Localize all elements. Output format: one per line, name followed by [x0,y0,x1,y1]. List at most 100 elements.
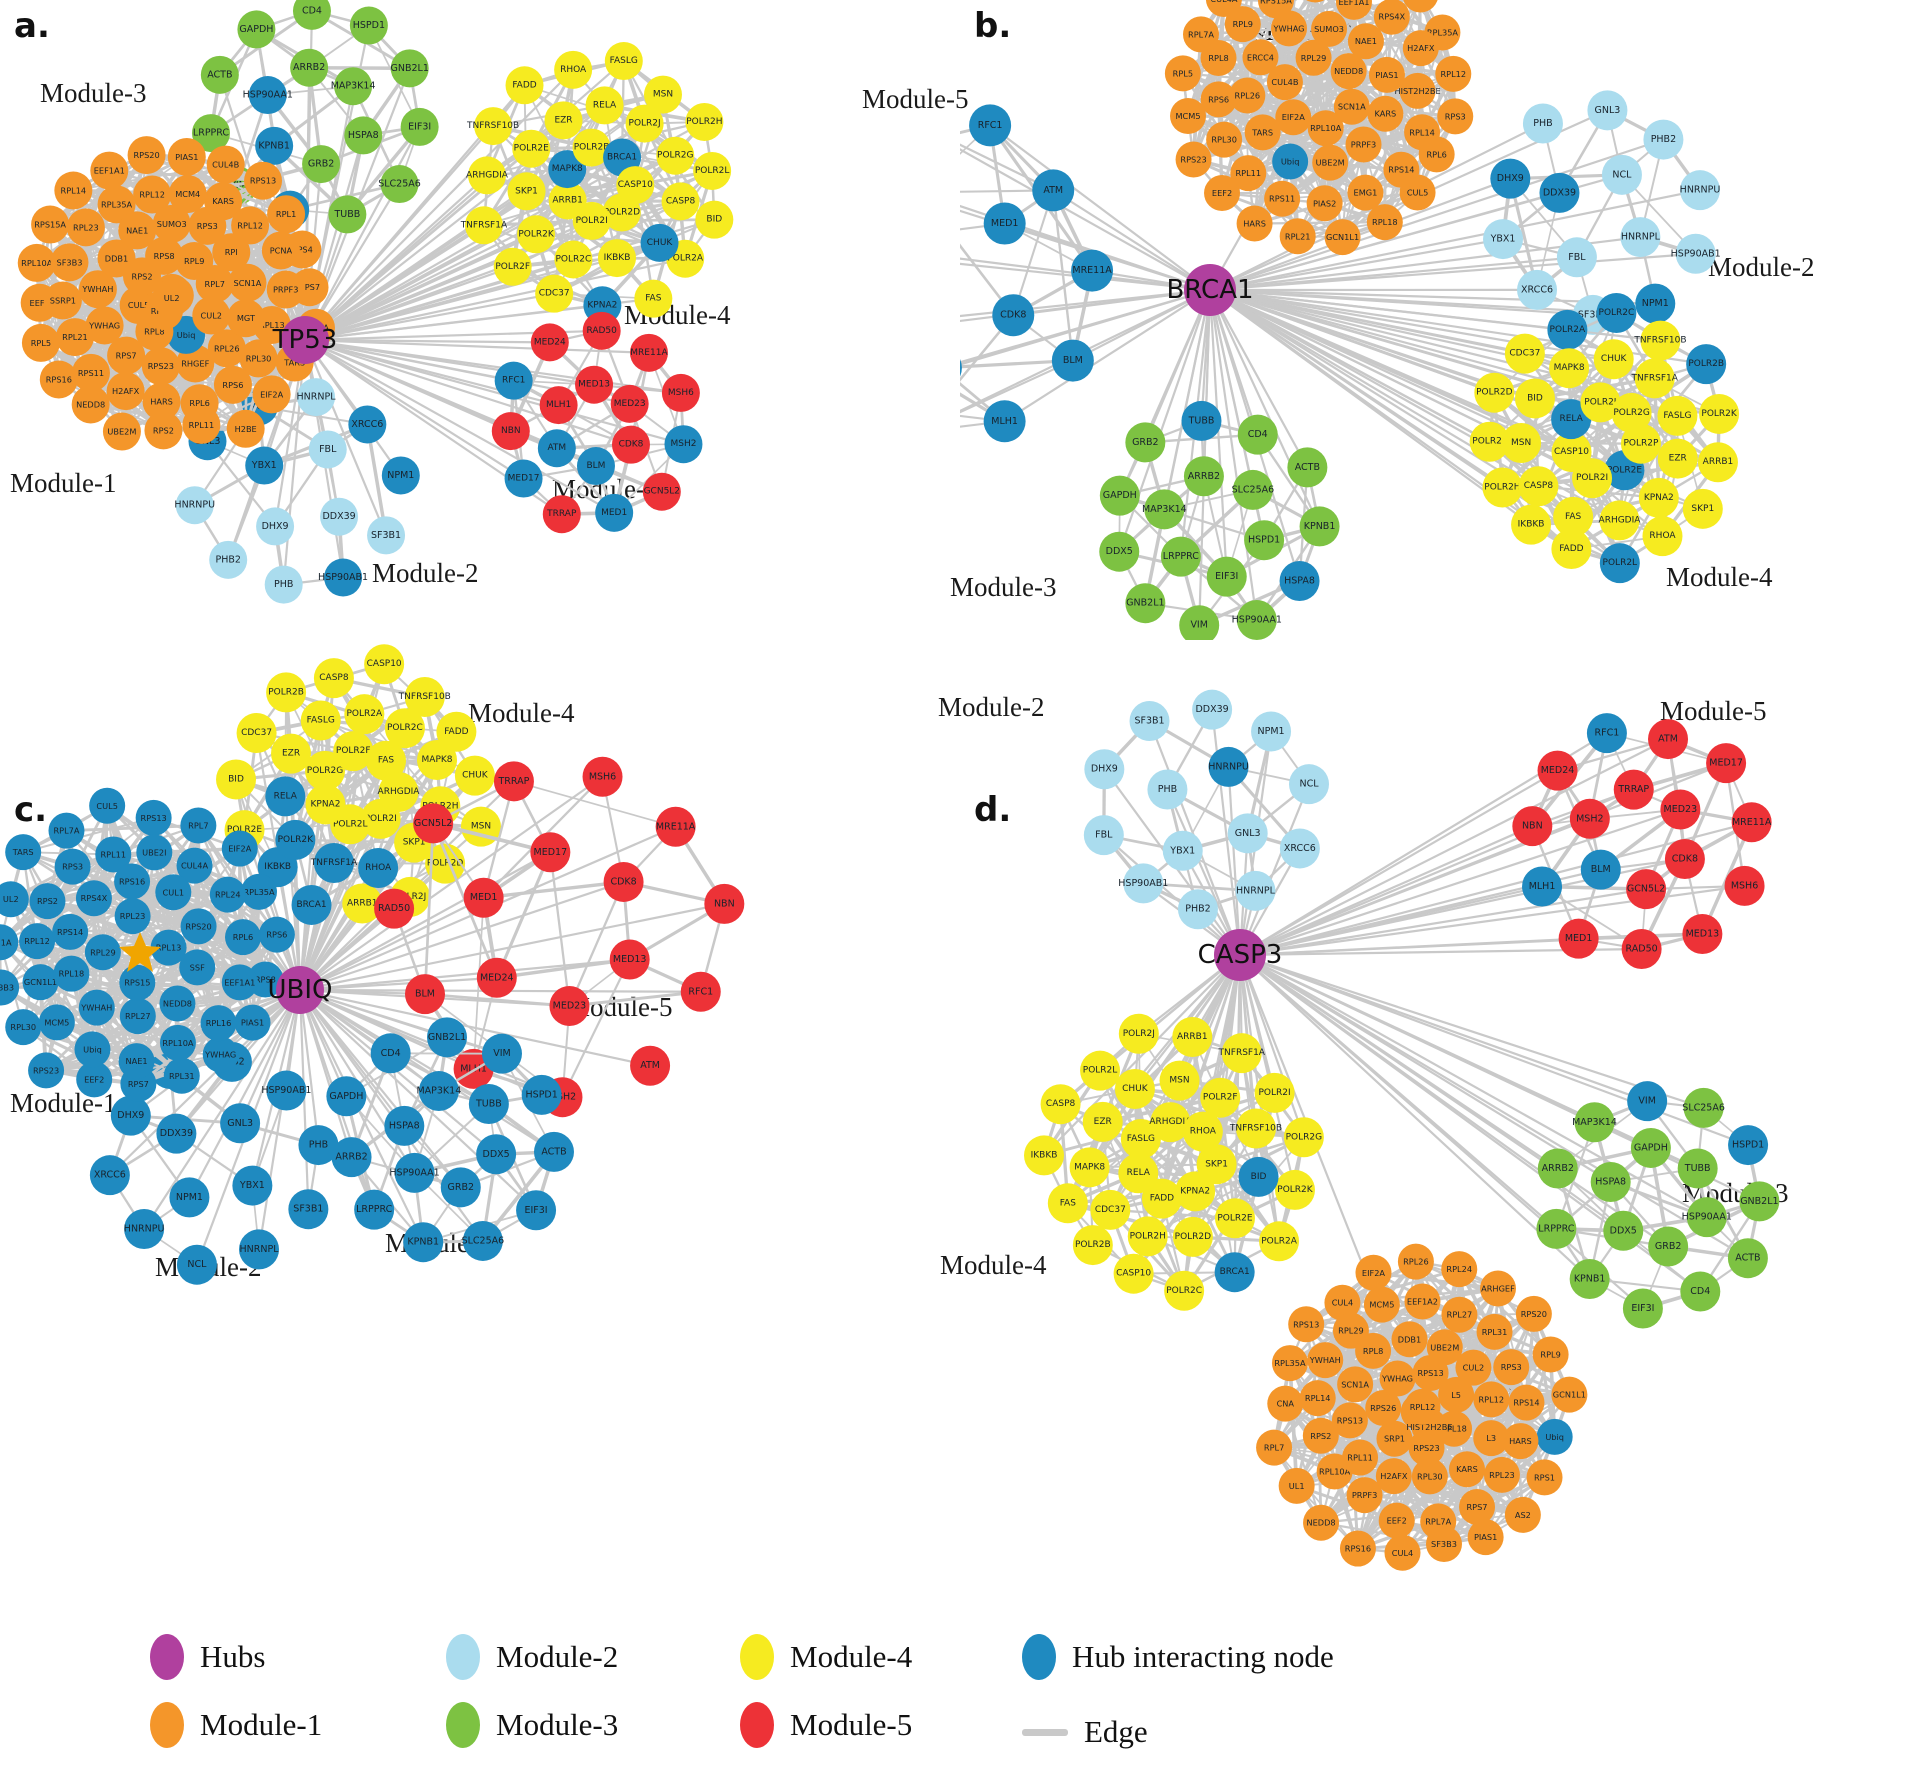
node-circle[interactable] [275,819,316,860]
network-node[interactable]: RPL1 [267,195,306,234]
network-node[interactable]: KPNB1 [255,126,294,165]
network-node[interactable]: MSN [1501,422,1542,463]
node-circle[interactable] [1330,53,1367,90]
node-circle[interactable] [640,223,679,262]
node-circle[interactable] [404,677,445,718]
node-circle[interactable] [141,347,180,386]
node-circle[interactable] [265,776,306,817]
node-circle[interactable] [1177,889,1218,930]
network-node[interactable]: MSH6 [582,756,623,797]
node-circle[interactable] [1272,143,1309,180]
node-circle[interactable] [1032,169,1075,212]
node-circle[interactable] [460,806,501,847]
network-node[interactable]: KARS [1367,95,1404,132]
node-circle[interactable] [288,1189,329,1230]
node-circle[interactable] [404,974,445,1015]
node-circle[interactable] [1660,789,1701,830]
node-circle[interactable] [1264,180,1301,217]
network-node[interactable]: RHOA [358,848,399,889]
node-circle[interactable] [417,740,458,781]
node-circle[interactable] [236,712,277,753]
network-node[interactable]: RHOA [1642,516,1683,557]
network-node[interactable]: Ubiq [74,1031,111,1068]
node-circle[interactable] [1175,1171,1216,1212]
network-node[interactable]: H2BE [226,409,265,448]
network-node[interactable]: ARRB1 [1172,1016,1213,1057]
network-node[interactable]: CD4 [292,0,331,30]
network-node[interactable]: MED24 [530,323,569,362]
node-circle[interactable] [1731,802,1772,843]
node-circle[interactable] [344,694,385,735]
network-node[interactable]: LRPPRC [1536,1208,1577,1249]
network-node[interactable]: POLR2B [266,672,307,713]
network-node[interactable]: BID [1514,378,1555,419]
node-circle[interactable] [1483,219,1524,260]
node-circle[interactable] [454,755,495,796]
node-circle[interactable] [1306,185,1343,222]
node-circle[interactable] [403,1222,444,1263]
network-node[interactable]: POLR2P [1620,423,1661,464]
network-node[interactable]: MSH6 [1724,865,1765,906]
node-circle[interactable] [530,323,569,362]
network-node[interactable]: MED1 [1558,918,1599,959]
node-circle[interactable] [440,1167,481,1208]
node-circle[interactable] [1333,88,1370,125]
node-circle[interactable] [291,884,332,925]
network-node[interactable]: POLR2F [493,247,532,286]
node-circle[interactable] [239,339,278,378]
network-node[interactable]: DHX9 [256,507,295,546]
node-circle[interactable] [418,1071,459,1112]
node-circle[interactable] [302,145,341,184]
network-node[interactable]: NCL [1289,764,1330,805]
network-node[interactable]: GNL3 [1587,90,1628,131]
network-node[interactable]: EIF3I [1206,556,1247,597]
network-node[interactable]: HNRNPU [1208,746,1249,787]
node-circle[interactable] [342,883,383,924]
node-circle[interactable] [1244,114,1281,151]
network-node[interactable]: NCL [176,1244,217,1285]
node-circle[interactable] [180,807,217,844]
node-circle[interactable] [1553,496,1594,537]
network-node[interactable]: MLH1 [1522,866,1563,907]
network-node[interactable]: IKBKB [597,239,636,278]
node-circle[interactable] [1569,798,1610,839]
node-circle[interactable] [1206,556,1247,597]
network-node[interactable]: CASP10 [1113,1253,1154,1294]
node-circle[interactable] [1626,869,1667,910]
node-circle[interactable] [1366,204,1403,241]
node-circle[interactable] [1251,711,1292,752]
node-circle[interactable] [225,919,262,956]
node-circle[interactable] [364,644,405,685]
node-circle[interactable] [1599,543,1640,584]
node-circle[interactable] [1118,1013,1159,1054]
node-circle[interactable] [554,50,593,89]
node-circle[interactable] [704,883,745,924]
node-circle[interactable] [695,200,734,239]
network-node[interactable]: POLR2H [1482,467,1523,508]
node-circle[interactable] [680,971,721,1012]
node-circle[interactable] [1181,400,1222,441]
network-node[interactable]: RPS4X [75,880,112,917]
node-circle[interactable] [983,202,1026,245]
node-circle[interactable] [119,964,156,1001]
network-node[interactable]: CASP8 [661,182,700,221]
node-circle[interactable] [1514,378,1555,419]
network-node[interactable]: CUL4B [206,145,245,184]
node-circle[interactable] [1437,98,1474,135]
node-circle[interactable] [1596,293,1637,334]
node-circle[interactable] [118,1043,155,1080]
network-node[interactable]: DDX39 [1192,689,1233,730]
node-circle[interactable] [1236,205,1273,242]
node-circle[interactable] [575,365,614,404]
network-node[interactable]: PIAS1 [167,137,206,176]
network-node[interactable]: MAP3K14 [1572,1102,1617,1143]
node-circle[interactable] [1232,469,1273,510]
network-node[interactable]: MSH2 [664,425,703,464]
network-node[interactable]: MRE11A [629,333,668,372]
network-node[interactable]: GRB2 [302,145,341,184]
node-circle[interactable] [1643,119,1684,160]
network-node[interactable]: RPS2 [29,883,66,920]
node-circle[interactable] [595,493,634,532]
node-circle[interactable] [384,708,425,749]
node-circle[interactable] [292,0,331,30]
